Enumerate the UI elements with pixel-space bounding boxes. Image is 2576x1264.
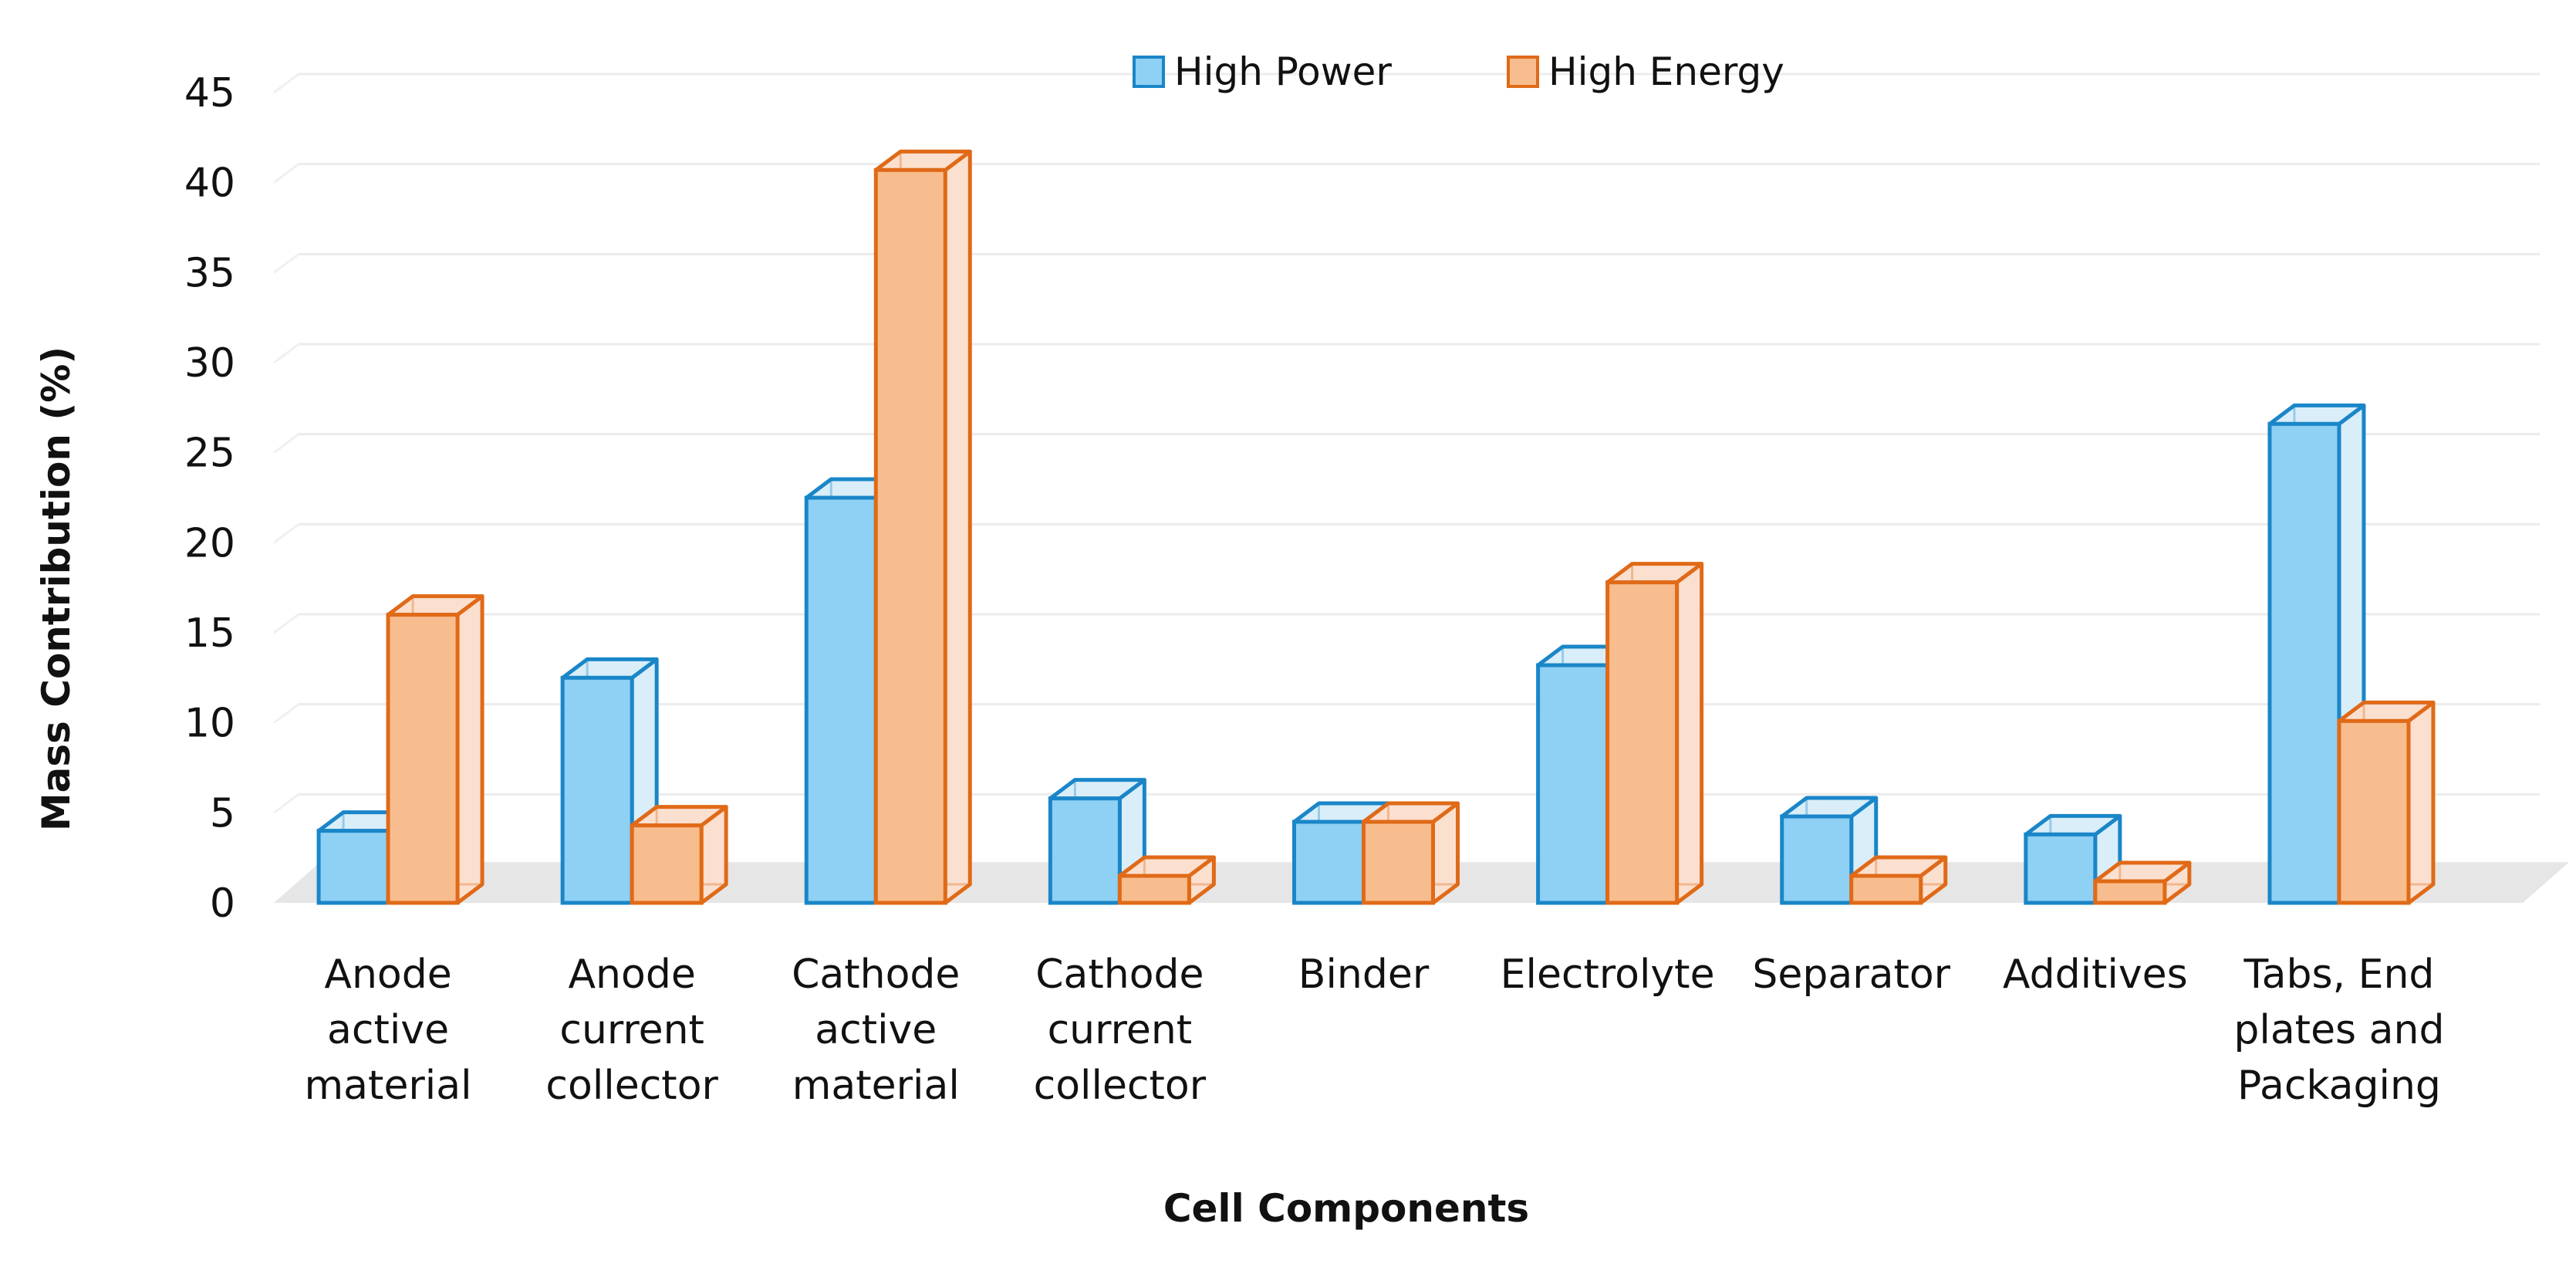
bar-high-energy	[873, 149, 972, 905]
gridline-depth	[273, 613, 299, 634]
bar-high-energy	[1849, 855, 1948, 905]
gridline-depth	[273, 163, 299, 184]
x-category-label: Tabs, End plates and Packaging	[2233, 951, 2444, 1109]
bar-high-energy	[1605, 562, 1704, 905]
bar-front-face	[316, 829, 390, 905]
legend-label: High Energy	[1548, 49, 1784, 94]
bar-front-face	[2093, 879, 2167, 905]
bar-high-energy	[630, 805, 728, 905]
y-ticks: 0 5 10 15 20 25 30 35 40 45	[184, 70, 235, 927]
bar-front-face	[804, 495, 878, 905]
bar-front-face	[1292, 820, 1366, 905]
y-tick-label: 35	[184, 250, 235, 296]
y-tick-label: 5	[210, 790, 235, 836]
bar-front-face	[1048, 796, 1122, 905]
bar-high-energy	[1117, 855, 1216, 905]
grid-layer	[273, 73, 2540, 814]
bar-side-face	[2406, 700, 2436, 905]
x-category-label: Anode active material	[305, 951, 472, 1109]
gridline-depth	[273, 433, 299, 454]
bar-front-face	[1117, 874, 1191, 905]
bar-front-face	[1605, 580, 1680, 905]
bar-high-power	[560, 657, 659, 905]
gridline-depth	[273, 523, 299, 544]
x-category-label: Anode current collector	[545, 951, 718, 1109]
legend-swatch	[1133, 56, 1165, 88]
bar-front-face	[1849, 874, 1923, 905]
bar-front-face	[873, 167, 947, 905]
bar-side-face	[943, 149, 972, 905]
x-category-label: Additives	[2003, 951, 2188, 998]
bar-side-face	[1675, 562, 1704, 905]
bar-front-face	[1536, 663, 1610, 905]
bar-front-face	[386, 613, 460, 905]
bars-layer	[316, 149, 2436, 905]
x-axis-title: Cell Components	[1163, 1186, 1529, 1231]
y-axis-title: Mass Contribution (%)	[34, 346, 79, 831]
bar-high-energy	[1362, 801, 1460, 905]
bar-high-energy	[2337, 700, 2436, 905]
x-category-labels: Anode active material Anode current collector…	[305, 951, 2445, 1109]
x-category-label: Electrolyte	[1501, 951, 1715, 998]
gridline-depth	[273, 793, 299, 814]
y-tick-label: 45	[184, 70, 235, 117]
legend-swatch	[1507, 56, 1539, 88]
y-tick-label: 10	[184, 701, 235, 747]
bar-front-face	[1362, 820, 1435, 905]
gridline-depth	[273, 73, 299, 94]
bar-front-face	[2024, 832, 2098, 905]
bar-high-power	[1048, 778, 1146, 905]
gridline-depth	[273, 253, 299, 274]
y-tick-label: 0	[210, 880, 235, 927]
bar-high-energy	[2093, 860, 2192, 905]
x-category-label: Binder	[1298, 951, 1430, 998]
bar-front-face	[1780, 814, 1854, 905]
y-tick-label: 25	[184, 431, 235, 477]
legend-label: High Power	[1174, 49, 1392, 94]
gridline-depth	[273, 343, 299, 364]
legend-item-high-energy: High Energy	[1507, 49, 1784, 94]
bar-front-face	[2337, 718, 2411, 905]
bar-side-face	[455, 594, 484, 905]
bar-front-face	[630, 823, 704, 905]
y-tick-label: 40	[184, 161, 235, 207]
y-tick-label: 15	[184, 610, 235, 657]
x-category-label: Cathode current collector	[1034, 951, 1207, 1109]
gridline-depth	[273, 703, 299, 724]
bar-front-face	[2267, 421, 2341, 905]
legend: High Power High Energy	[1133, 49, 1784, 94]
y-tick-label: 20	[184, 520, 235, 566]
x-category-label: Cathode active material	[792, 951, 960, 1109]
y-tick-label: 30	[184, 340, 235, 387]
bar-high-power	[2024, 813, 2122, 905]
legend-item-high-power: High Power	[1133, 49, 1392, 94]
bar-front-face	[560, 675, 634, 905]
bar-high-energy	[386, 594, 484, 905]
x-category-label: Separator	[1752, 951, 1950, 998]
